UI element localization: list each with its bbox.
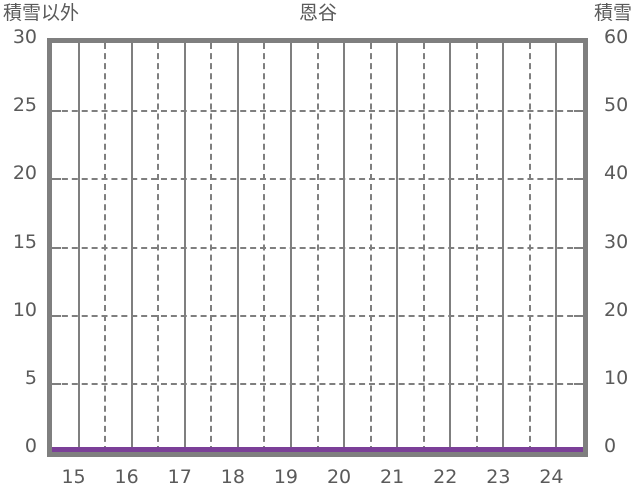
gridline-horizontal <box>52 110 583 113</box>
y-tick-left <box>52 314 61 317</box>
y-axis-left-tick-label: 0 <box>24 435 37 457</box>
y-axis-left-tick-label: 20 <box>12 162 37 185</box>
plot-area <box>47 38 588 457</box>
y-tick-left <box>52 382 61 385</box>
x-axis-tick-label: 21 <box>380 466 405 488</box>
y-axis-left-labels: 0 5 10 15 20 25 30 <box>0 28 41 457</box>
left-axis-title: 積雪以外 <box>3 2 80 24</box>
y-axis-left-tick-label: 15 <box>12 230 37 253</box>
x-axis-tick-label: 23 <box>486 466 511 488</box>
y-axis-left-tick-label: 30 <box>12 26 37 48</box>
x-tick-major <box>183 441 186 452</box>
x-tick-major <box>289 441 292 452</box>
plot-inner <box>52 43 583 452</box>
y-axis-right-tick-label: 60 <box>604 26 629 48</box>
y-axis-left-tick-label: 5 <box>24 366 37 389</box>
y-tick-right <box>574 382 583 385</box>
x-axis-tick-label: 19 <box>273 466 299 488</box>
x-tick-major <box>236 441 239 452</box>
y-axis-right-labels: 0 10 20 30 40 50 60 <box>596 28 636 457</box>
y-tick-right <box>574 110 583 113</box>
y-tick-left <box>52 178 61 181</box>
y-tick-right <box>574 314 583 317</box>
x-axis-tick-label: 15 <box>61 466 86 488</box>
y-axis-right-tick-label: 40 <box>604 162 629 185</box>
x-tick-major <box>396 441 399 452</box>
x-tick-major <box>77 441 80 452</box>
series-line-積雪 <box>52 447 583 452</box>
x-axis-tick-label: 20 <box>326 466 352 488</box>
x-tick-major <box>555 441 558 452</box>
x-tick-major <box>449 441 452 452</box>
gridline-horizontal <box>52 314 583 317</box>
gridline-horizontal <box>52 246 583 249</box>
y-tick-right <box>574 246 583 249</box>
y-axis-left-tick-label: 10 <box>12 298 37 321</box>
y-tick-left <box>52 246 61 249</box>
y-tick-left <box>52 110 61 113</box>
y-axis-right-tick-label: 0 <box>604 435 617 457</box>
y-axis-right-tick-label: 20 <box>604 298 629 321</box>
x-axis-tick-label: 22 <box>433 466 458 488</box>
gridline-horizontal <box>52 382 583 385</box>
x-tick-major <box>343 441 346 452</box>
x-tick-major <box>502 441 505 452</box>
x-axis-tick-label: 24 <box>539 466 564 488</box>
gridline-horizontal <box>52 178 583 181</box>
x-axis-tick-label: 18 <box>220 466 245 488</box>
y-axis-right-tick-label: 30 <box>604 230 629 253</box>
right-axis-title: 積雪 <box>593 2 632 24</box>
y-tick-right <box>574 178 583 181</box>
x-axis-tick-label: 16 <box>114 466 139 488</box>
y-axis-right-tick-label: 10 <box>604 366 629 389</box>
chart-title: 恩谷 <box>298 2 337 24</box>
x-axis-labels: 15 16 17 18 19 20 21 22 23 24 <box>47 466 588 496</box>
x-axis-tick-label: 17 <box>167 466 192 488</box>
x-tick-major <box>130 441 133 452</box>
y-axis-right-tick-label: 50 <box>604 94 629 117</box>
y-axis-left-tick-label: 25 <box>12 94 37 117</box>
